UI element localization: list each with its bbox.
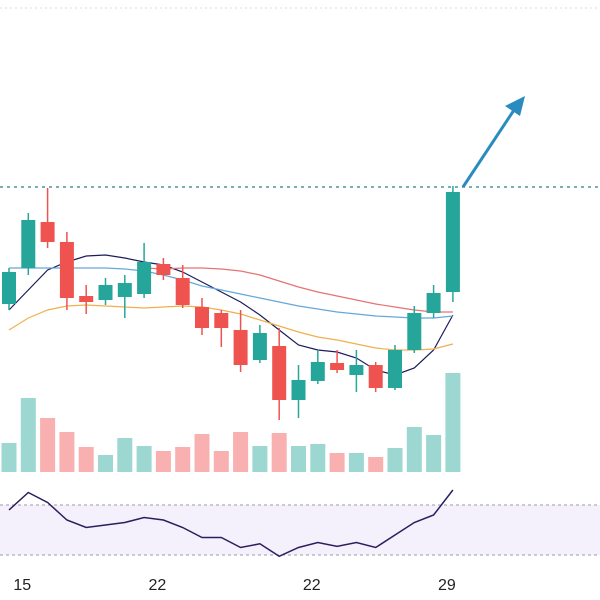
candle-body <box>388 350 402 388</box>
candle-body <box>40 222 55 242</box>
volume-bar <box>98 455 113 472</box>
moving-average <box>8 254 454 376</box>
volume-bar <box>1 443 17 472</box>
candle-body <box>233 330 248 365</box>
volume-bar <box>252 446 268 472</box>
candle-body <box>59 242 74 298</box>
candle-body <box>195 307 209 328</box>
candle-body <box>175 278 190 305</box>
candle-body <box>137 262 152 294</box>
volume-bar <box>213 451 229 472</box>
x-tick-label: 22 <box>303 577 321 594</box>
arrow-shaft <box>461 103 520 188</box>
candle-body <box>330 363 345 370</box>
candle-body <box>445 192 460 292</box>
volume-bar <box>291 446 306 472</box>
volume-bar <box>136 446 152 472</box>
volume-bar <box>78 447 94 472</box>
candle-body <box>291 380 306 400</box>
candle-body <box>117 283 132 297</box>
x-tick-label: 29 <box>438 577 456 594</box>
candle-body <box>252 333 267 360</box>
volume-bar <box>40 418 56 472</box>
volume-bar <box>406 427 422 472</box>
moving-average <box>9 267 453 319</box>
x-tick-label: 15 <box>13 577 31 594</box>
candle-body <box>214 313 229 328</box>
volume-bar <box>426 435 442 472</box>
volume-bar <box>194 434 210 472</box>
volume-bar <box>271 433 287 472</box>
x-tick-label: 22 <box>149 577 167 594</box>
volume-bar <box>368 457 384 472</box>
volume-bar <box>59 432 75 472</box>
moving-average <box>8 304 454 351</box>
candle-body <box>407 313 422 350</box>
volume-bar <box>155 451 171 472</box>
candle-body <box>426 293 441 313</box>
candle-body <box>2 272 16 304</box>
candle-body <box>349 365 364 375</box>
volume-bar <box>310 444 326 472</box>
candle-body <box>98 285 113 300</box>
volume-bar <box>175 447 191 472</box>
volume-bar <box>233 432 249 472</box>
candle-body <box>368 365 383 388</box>
candle-body <box>156 264 171 275</box>
rsi-line <box>8 489 454 558</box>
volume-bar <box>117 438 133 472</box>
volume-bar <box>20 398 36 472</box>
candle-body <box>272 346 287 400</box>
candle-body <box>310 362 325 381</box>
marks: 15 22 22 29 <box>0 186 600 594</box>
moving-average <box>144 267 453 313</box>
volume-bar <box>445 373 461 472</box>
volume-bar <box>329 453 345 472</box>
candle-body <box>21 220 36 268</box>
arrow-head <box>505 96 525 116</box>
candle-body <box>79 296 94 302</box>
volume-bar <box>348 453 364 472</box>
volume-bar <box>387 448 403 472</box>
